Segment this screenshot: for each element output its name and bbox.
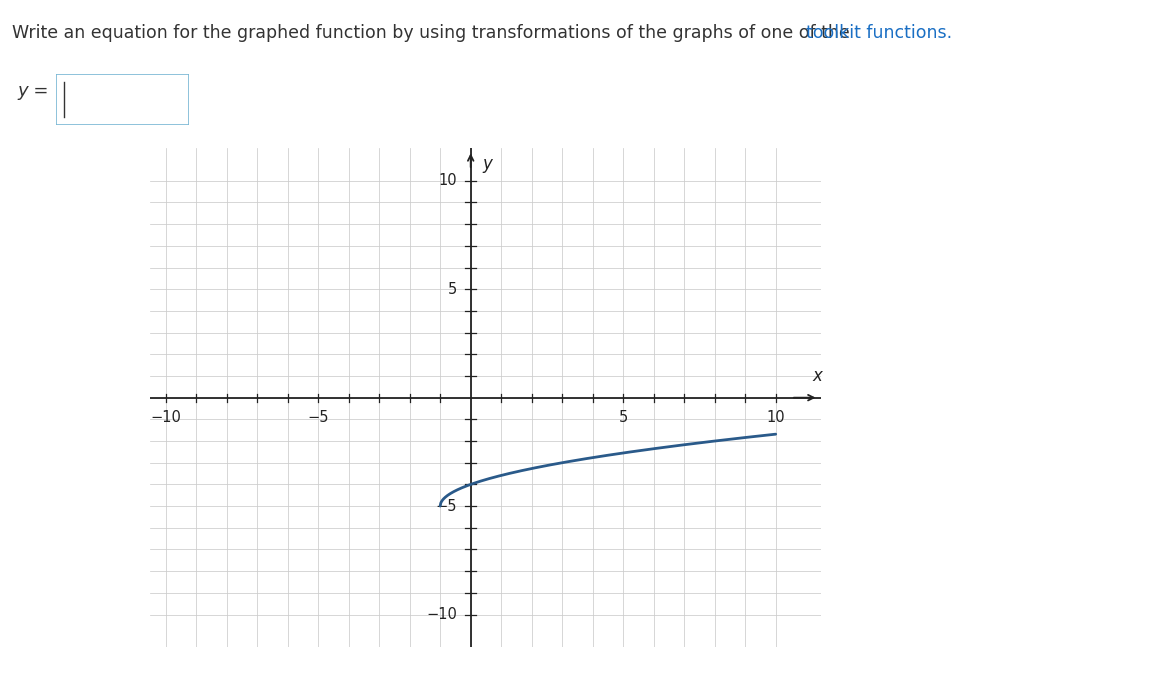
Text: −5: −5 [435, 499, 457, 514]
Text: 5: 5 [619, 410, 628, 425]
Text: 10: 10 [766, 410, 786, 425]
Text: −10: −10 [150, 410, 182, 425]
FancyBboxPatch shape [56, 74, 189, 125]
Text: −10: −10 [426, 607, 457, 622]
Text: 10: 10 [439, 173, 457, 188]
Text: −5: −5 [308, 410, 329, 425]
Text: 5: 5 [448, 282, 457, 297]
Text: Write an equation for the graphed function by using transformations of the graph: Write an equation for the graphed functi… [12, 24, 855, 42]
Text: y =: y = [17, 82, 49, 100]
Text: y: y [482, 155, 493, 173]
Text: x: x [812, 367, 821, 385]
Text: toolkit functions.: toolkit functions. [805, 24, 952, 42]
